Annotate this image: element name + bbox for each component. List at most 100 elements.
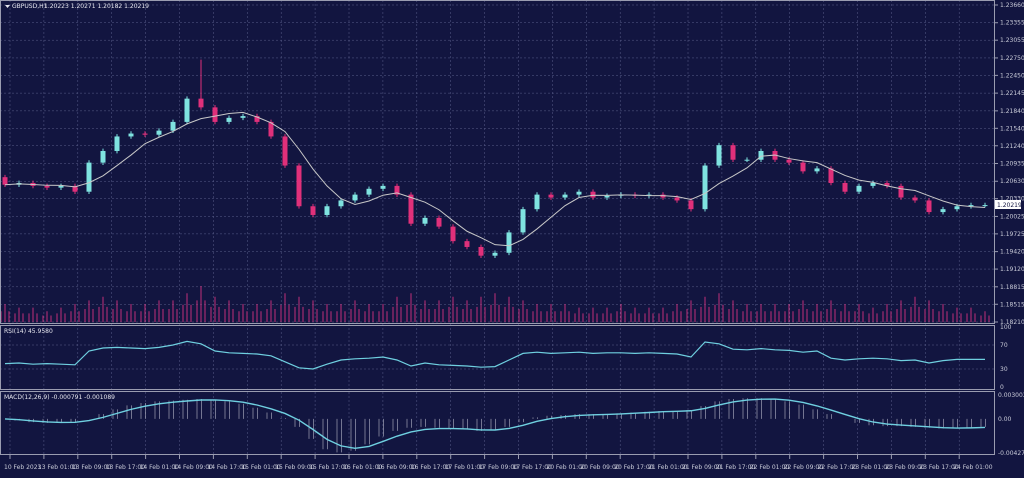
time-tick-label: 23 Feb 17:00 bbox=[919, 464, 959, 471]
bull-candle bbox=[324, 206, 330, 215]
time-tick-label: 22 Feb 09:00 bbox=[784, 464, 824, 471]
macd-signal-line bbox=[4, 398, 986, 450]
time-tick-label: 23 Feb 09:00 bbox=[885, 464, 925, 471]
rsi-line bbox=[4, 340, 985, 370]
macd-tick-label: 0.003003 bbox=[998, 392, 1024, 399]
bull-candle bbox=[156, 130, 162, 135]
bear-candle bbox=[436, 217, 442, 227]
time-tick-label: 13 Feb 17:00 bbox=[106, 464, 146, 471]
bear-candle bbox=[212, 107, 218, 122]
time-tick-label: 16 Feb 01:00 bbox=[343, 464, 383, 471]
macd-label: MACD(12,26,9) -0.000791 -0.001089 bbox=[4, 394, 115, 401]
time-tick-label: 17 Feb 17:00 bbox=[513, 464, 553, 471]
bull-candle bbox=[968, 205, 974, 207]
bear-candle bbox=[310, 206, 316, 215]
bear-candle bbox=[142, 133, 148, 135]
bull-candle bbox=[184, 98, 190, 122]
candles[interactable] bbox=[2, 59, 988, 259]
bear-candle bbox=[828, 168, 834, 183]
current-price-marker bbox=[995, 200, 1021, 209]
time-tick-label: 23 Feb 01:00 bbox=[852, 464, 892, 471]
price-tick-label: 1.20630 bbox=[1000, 178, 1024, 185]
rsi-tick-label: 30 bbox=[1000, 366, 1008, 373]
bull-candle bbox=[744, 159, 750, 161]
time-tick-label: 16 Feb 09:00 bbox=[377, 464, 417, 471]
time-tick-label: 24 Feb 01:00 bbox=[953, 464, 993, 471]
macd-panel[interactable]: 0.003003 0.00 -0.004276 bbox=[1, 392, 1024, 457]
time-tick-label: 14 Feb 01:00 bbox=[140, 464, 180, 471]
bull-candle bbox=[702, 165, 708, 210]
macd-tick-label: 0.00 bbox=[998, 416, 1012, 423]
price-tick-label: 1.23355 bbox=[1000, 20, 1024, 27]
rsi-label: RSI(14) 45.9580 bbox=[4, 328, 53, 335]
price-tick-label: 1.19120 bbox=[1000, 266, 1024, 273]
bear-candle bbox=[44, 185, 50, 188]
bear-candle bbox=[884, 182, 890, 186]
macd-tick-label: -0.004276 bbox=[998, 450, 1024, 457]
panel-frames bbox=[0, 0, 995, 455]
time-tick-label: 21 Feb 01:00 bbox=[648, 464, 688, 471]
bull-candle bbox=[814, 168, 820, 172]
bear-candle bbox=[478, 246, 484, 256]
bull-candle bbox=[534, 194, 540, 210]
price-tick-label: 1.18210 bbox=[1000, 319, 1024, 326]
price-tick-label: 1.21540 bbox=[1000, 125, 1024, 132]
bull-candle bbox=[226, 117, 232, 122]
price-tick-label: 1.19420 bbox=[1000, 249, 1024, 256]
bull-candle bbox=[576, 191, 582, 195]
moving-average-line bbox=[4, 111, 986, 247]
time-tick-label: 15 Feb 01:00 bbox=[241, 464, 281, 471]
bear-candle bbox=[786, 159, 792, 163]
bull-candle bbox=[870, 182, 876, 186]
bull-candle bbox=[170, 121, 176, 131]
time-tick-label: 10 Feb 2023 bbox=[4, 464, 42, 471]
price-tick-label: 1.21240 bbox=[1000, 143, 1024, 150]
bear-candle bbox=[450, 226, 456, 242]
bull-candle bbox=[338, 200, 344, 207]
bull-candle bbox=[352, 194, 358, 201]
ohlc-label: 1.20223 1.20271 1.20182 1.20219 bbox=[44, 3, 149, 10]
bear-candle bbox=[296, 165, 302, 207]
rsi-tick-label: 0 bbox=[1000, 384, 1004, 391]
rsi-tick-label: 70 bbox=[1000, 342, 1008, 349]
bear-candle bbox=[2, 177, 8, 185]
bear-candle bbox=[730, 145, 736, 160]
time-tick-label: 17 Feb 01:00 bbox=[445, 464, 485, 471]
bull-candle bbox=[86, 162, 92, 192]
time-tick-label: 22 Feb 17:00 bbox=[818, 464, 858, 471]
time-tick-label: 13 Feb 01:00 bbox=[38, 464, 78, 471]
bear-candle bbox=[282, 136, 288, 166]
bear-candle bbox=[590, 191, 596, 198]
bear-candle bbox=[912, 197, 918, 201]
rsi-tick-label: 100 bbox=[1000, 324, 1012, 331]
bear-candle bbox=[268, 121, 274, 137]
bear-candle bbox=[842, 182, 848, 192]
time-tick-label: 15 Feb 09:00 bbox=[275, 464, 315, 471]
bull-candle bbox=[240, 116, 246, 118]
bull-candle bbox=[940, 209, 946, 213]
rsi-panel[interactable]: 100 70 30 0 bbox=[0, 324, 1012, 391]
time-tick-label: 21 Feb 17:00 bbox=[716, 464, 756, 471]
price-tick-label: 1.22145 bbox=[1000, 90, 1024, 97]
bull-candle bbox=[58, 185, 64, 188]
bull-candle bbox=[128, 133, 134, 137]
dropdown-triangle-icon[interactable] bbox=[5, 5, 10, 8]
time-tick-label: 14 Feb 09:00 bbox=[174, 464, 214, 471]
bull-candle bbox=[422, 217, 428, 224]
price-tick-label: 1.22450 bbox=[1000, 72, 1024, 79]
price-tick-label: 1.23055 bbox=[1000, 37, 1024, 44]
bull-candle bbox=[380, 185, 386, 189]
bull-candle bbox=[758, 150, 764, 160]
bull-candle bbox=[492, 252, 498, 256]
bull-candle bbox=[366, 188, 372, 195]
bear-candle bbox=[800, 162, 806, 172]
current-price-label: 1.20219 bbox=[997, 202, 1022, 209]
bear-candle bbox=[408, 194, 414, 224]
price-axis: 1.23660 1.23355 1.23055 1.22750 1.22450 1.221… bbox=[995, 2, 1024, 326]
bear-candle bbox=[674, 197, 680, 201]
bear-candle bbox=[198, 98, 204, 108]
bull-candle bbox=[506, 232, 512, 253]
